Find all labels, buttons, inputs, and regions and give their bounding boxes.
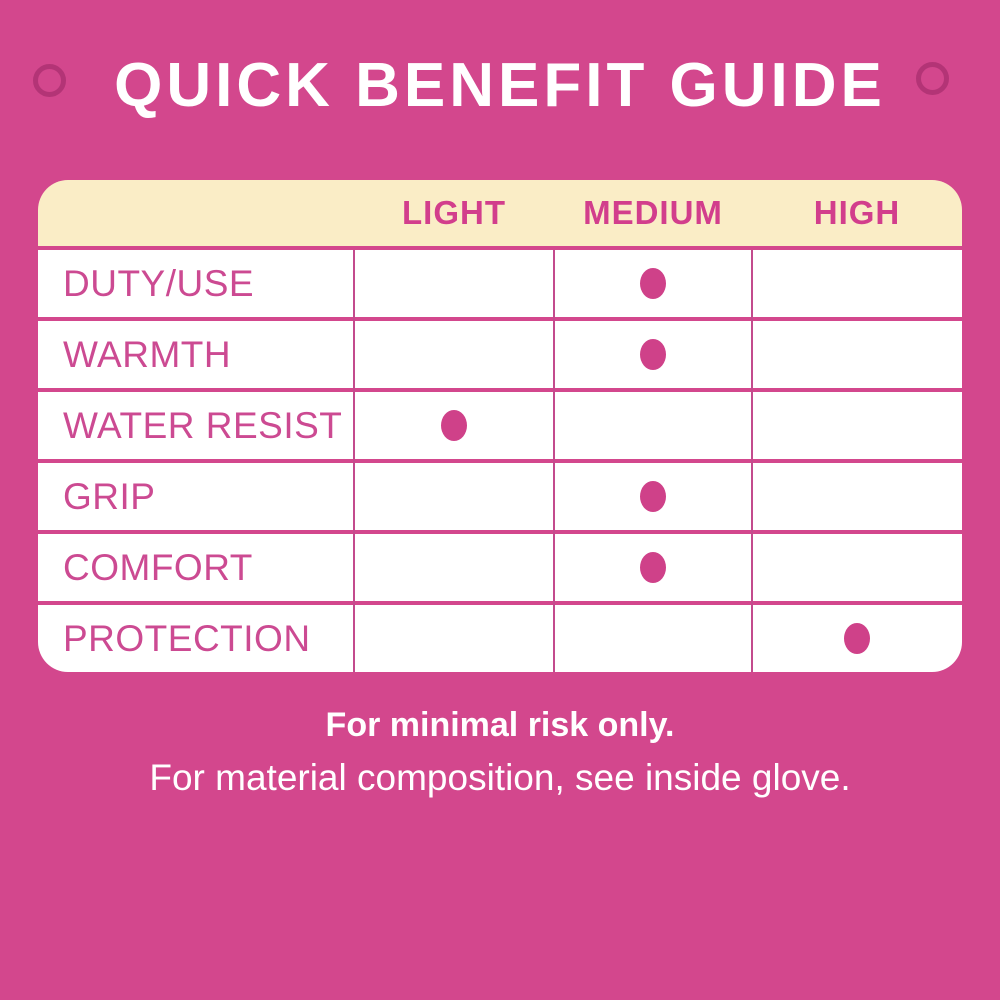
level-dot bbox=[640, 339, 666, 370]
cell-light bbox=[354, 534, 554, 601]
table-row: WATER RESIST bbox=[38, 392, 962, 459]
footer-note-primary: For minimal risk only. bbox=[325, 706, 675, 744]
cell-high bbox=[752, 605, 962, 672]
level-dot bbox=[640, 481, 666, 512]
cell-medium bbox=[554, 321, 752, 388]
row-label: PROTECTION bbox=[63, 617, 311, 659]
cell-high bbox=[752, 392, 962, 459]
cell-high bbox=[752, 250, 962, 317]
column-header-medium: MEDIUM bbox=[583, 194, 723, 231]
level-dot bbox=[640, 552, 666, 583]
cell-medium bbox=[554, 392, 752, 459]
cell-light bbox=[354, 605, 554, 672]
table-row: PROTECTION bbox=[38, 605, 962, 672]
cell-light bbox=[354, 463, 554, 530]
cell-light bbox=[354, 321, 554, 388]
row-label: COMFORT bbox=[63, 546, 253, 588]
table-row: GRIP bbox=[38, 463, 962, 530]
cell-high bbox=[752, 534, 962, 601]
table-row: COMFORT bbox=[38, 534, 962, 601]
grid-line-vertical bbox=[353, 250, 355, 672]
row-label: WARMTH bbox=[63, 333, 232, 375]
page-title: QUICK BENEFIT GUIDE bbox=[114, 51, 886, 120]
cell-medium bbox=[554, 463, 752, 530]
table-header-row: LIGHT MEDIUM HIGH bbox=[38, 180, 962, 246]
grid-line-vertical bbox=[553, 250, 555, 672]
table-body: DUTY/USE WARMTH WATER RESIST GRIP COMFOR… bbox=[38, 250, 962, 672]
cell-medium bbox=[554, 250, 752, 317]
cell-high bbox=[752, 321, 962, 388]
level-dot bbox=[640, 268, 666, 299]
row-label: GRIP bbox=[63, 475, 156, 517]
row-label: WATER RESIST bbox=[63, 404, 343, 446]
ring-icon bbox=[33, 64, 66, 97]
footer-note-secondary: For material composition, see inside glo… bbox=[149, 757, 851, 798]
column-header-high: HIGH bbox=[813, 194, 901, 231]
cell-medium bbox=[554, 534, 752, 601]
level-dot bbox=[441, 410, 467, 441]
footer-notes: For minimal risk only. For material comp… bbox=[0, 706, 1000, 799]
cell-high bbox=[752, 463, 962, 530]
grid-line-vertical bbox=[751, 250, 753, 672]
cell-light bbox=[354, 250, 554, 317]
cell-light bbox=[354, 392, 554, 459]
column-header-light: LIGHT bbox=[402, 194, 506, 231]
level-dot bbox=[844, 623, 870, 654]
cell-medium bbox=[554, 605, 752, 672]
ring-icon bbox=[916, 62, 949, 95]
table-row: WARMTH bbox=[38, 321, 962, 388]
row-label: DUTY/USE bbox=[63, 262, 255, 304]
table-row: DUTY/USE bbox=[38, 250, 962, 317]
benefit-table: LIGHT MEDIUM HIGH DUTY/USE WARMTH WATER … bbox=[38, 180, 962, 672]
